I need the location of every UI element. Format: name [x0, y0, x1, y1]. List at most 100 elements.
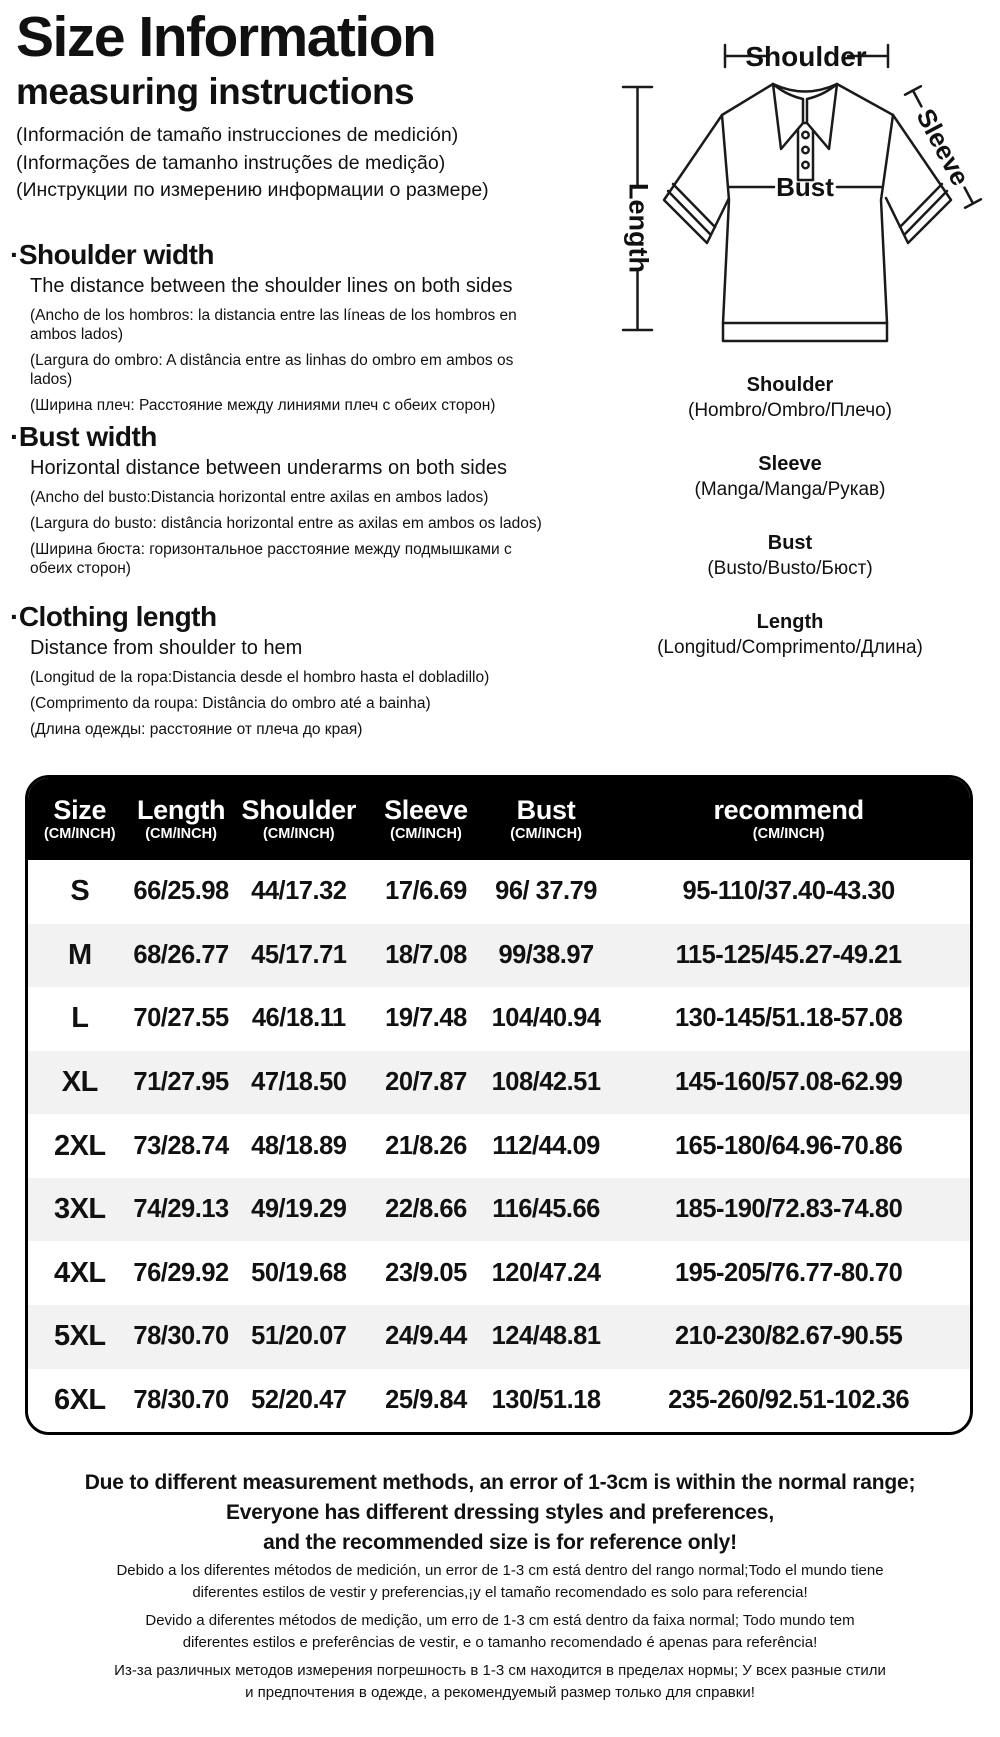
cell-size: XL	[61, 1065, 99, 1098]
cell-size: S	[70, 875, 90, 908]
cell-sleeve: 18/7.08	[385, 940, 467, 969]
cell-length: 78/30.70	[133, 1385, 229, 1414]
column-unit: (CM/INCH)	[262, 826, 335, 842]
cell-recommend: 115-125/45.27-49.21	[675, 940, 902, 969]
table-row-5xl: 5XL 78/30.70 51/20.07 24/9.44 124/48.81 …	[28, 1304, 970, 1369]
cell-length: 78/30.70	[133, 1322, 229, 1351]
header-cell-shoulder: Shoulder (CM/INCH)	[231, 795, 368, 843]
column-label: recommend	[713, 795, 864, 825]
shoulder-label: Shoulder	[745, 41, 866, 72]
legend-entry-bust: Bust (Busto/Busto/Бюст)	[580, 530, 1000, 581]
disclaimer-line: diferentes estilos e preferências de ves…	[182, 1634, 818, 1651]
section-description: The distance between the shoulder lines …	[30, 275, 513, 297]
cell-recommend: 165-180/64.96-70.86	[674, 1131, 903, 1160]
button-icon	[801, 145, 810, 155]
column-unit: (CM/INCH)	[510, 826, 582, 842]
legend-term: Sleeve	[758, 453, 822, 475]
disclaimer-line: и предпочтения в одежде, а рекомендуемый…	[245, 1684, 755, 1701]
cell-bust: 120/47.24	[491, 1258, 601, 1287]
cell-bust: 130/51.18	[491, 1385, 601, 1414]
section-description: Distance from shoulder to hem	[30, 637, 303, 659]
disclaimer-line: diferentes estilos de vestir y preferenc…	[192, 1584, 808, 1601]
cell-bust: 99/38.97	[498, 940, 594, 969]
header-cell-bust: Bust (CM/INCH)	[485, 795, 607, 843]
right-sleeve-shape	[884, 113, 953, 245]
section-shoulder-width: ·Shoulder width The distance between the…	[10, 238, 558, 415]
cell-shoulder: 49/19.29	[251, 1195, 347, 1224]
cell-bust: 104/40.94	[491, 1004, 601, 1033]
page-subtitle: measuring instructions	[16, 71, 415, 112]
cell-size: 6XL	[53, 1383, 106, 1416]
column-label: Bust	[516, 795, 576, 825]
table-row-s: S 66/25.98 44/17.32 17/6.69 96/ 37.79 95…	[28, 860, 970, 924]
sleeve-measure-line	[903, 85, 983, 209]
bust-label: Bust	[776, 172, 834, 202]
header-cell-size: Size (CM/INCH)	[28, 795, 132, 843]
subtitle-translation-es: (Información de tamaño instrucciones de …	[16, 124, 459, 146]
cell-size: 5XL	[53, 1320, 106, 1353]
size-table-header: Size (CM/INCH) Length (CM/INCH) Shoulder…	[28, 778, 970, 860]
section-clothing-length: ·Clothing length Distance from shoulder …	[10, 600, 558, 739]
cell-size: 3XL	[53, 1193, 106, 1226]
disclaimer-line: Из-за различных методов измерения погреш…	[114, 1662, 886, 1679]
section-bust-width: ·Bust width Horizontal distance between …	[10, 420, 558, 578]
legend-entry-sleeve: Sleeve (Manga/Manga/Рукав)	[580, 451, 1000, 502]
cell-length: 70/27.55	[133, 1004, 229, 1033]
length-measure-line	[621, 85, 654, 332]
section-translation-pt: (Largura do busto: distância horizontal …	[30, 515, 542, 532]
cell-size: 4XL	[53, 1256, 106, 1289]
legend-translation: (Busto/Busto/Бюст)	[707, 558, 873, 579]
section-title: ·Clothing length	[10, 601, 217, 632]
intro: Size Information measuring instructions …	[16, 6, 564, 205]
column-unit: (CM/INCH)	[390, 826, 462, 842]
section-title: ·Shoulder width	[10, 239, 215, 270]
column-unit: (CM/INCH)	[145, 826, 217, 842]
cell-sleeve: 25/9.84	[385, 1385, 467, 1414]
column-label: Size	[53, 795, 107, 825]
disclaimer-english: Due to different measurement methods, an…	[50, 1468, 950, 1558]
cell-shoulder: 50/19.68	[251, 1258, 347, 1287]
legend-translation: (Hombro/Ombro/Плечо)	[688, 400, 892, 421]
right-collar-shape	[805, 82, 839, 151]
header-cell-sleeve: Sleeve (CM/INCH)	[367, 795, 485, 843]
section-translation-pt: (Largura do ombro: A distância entre as …	[30, 352, 514, 388]
section-translation-pt: (Comprimento da roupa: Distância do ombr…	[30, 695, 431, 712]
table-row-2xl: 2XL 73/28.74 48/18.89 21/8.26 112/44.09 …	[28, 1114, 970, 1178]
table-row-l: L 70/27.55 46/18.11 19/7.48 104/40.94 13…	[28, 987, 970, 1051]
section-title: ·Bust width	[10, 421, 157, 452]
cell-shoulder: 51/20.07	[251, 1322, 347, 1351]
section-translation-es: (Longitud de la ropa:Distancia desde el …	[30, 669, 490, 686]
column-unit: (CM/INCH)	[752, 826, 825, 842]
disclaimer-spanish: Debido a los diferentes métodos de medic…	[50, 1560, 950, 1604]
table-row-xl: XL 71/27.95 47/18.50 20/7.87 108/42.51 1…	[28, 1050, 970, 1115]
header-cell-length: Length (CM/INCH)	[132, 795, 231, 843]
cell-sleeve: 23/9.05	[385, 1258, 467, 1287]
cell-sleeve: 20/7.87	[385, 1067, 467, 1096]
disclaimer-russian: Из-за различных методов измерения погреш…	[50, 1660, 950, 1704]
cell-sleeve: 21/8.26	[385, 1131, 467, 1160]
section-translation-es: (Ancho del busto:Distancia horizontal en…	[30, 489, 489, 506]
disclaimer-line: Devido a diferentes métodos de medição, …	[145, 1612, 855, 1629]
cell-bust: 112/44.09	[492, 1131, 600, 1160]
cell-length: 76/29.92	[133, 1258, 229, 1287]
left-collar-shape	[771, 82, 805, 151]
cell-sleeve: 17/6.69	[385, 877, 467, 906]
cell-bust: 116/45.66	[492, 1195, 600, 1224]
section-translation-es: (Ancho de los hombros: la distancia entr…	[30, 307, 517, 343]
cell-bust: 96/ 37.79	[495, 877, 597, 906]
cell-size: M	[67, 938, 92, 971]
cell-recommend: 95-110/37.40-43.30	[682, 877, 896, 906]
cell-length: 73/28.74	[133, 1131, 229, 1160]
cell-shoulder: 46/18.11	[251, 1004, 346, 1033]
cell-recommend: 210-230/82.67-90.55	[674, 1322, 903, 1351]
cell-recommend: 235-260/92.51-102.36	[668, 1385, 910, 1414]
legend-term: Length	[756, 611, 824, 633]
disclaimer-portuguese: Devido a diferentes métodos de medição, …	[50, 1610, 950, 1654]
cell-recommend: 145-160/57.08-62.99	[674, 1067, 903, 1096]
cell-recommend: 130-145/51.18-57.08	[674, 1004, 903, 1033]
size-table: Size (CM/INCH) Length (CM/INCH) Shoulder…	[25, 775, 973, 1435]
cell-recommend: 195-205/76.77-80.70	[674, 1258, 903, 1287]
table-row-6xl: 6XL 78/30.70 52/20.47 25/9.84 130/51.18 …	[28, 1368, 970, 1432]
left-sleeve-shape	[662, 113, 731, 245]
section-description: Horizontal distance between underarms on…	[30, 457, 507, 479]
